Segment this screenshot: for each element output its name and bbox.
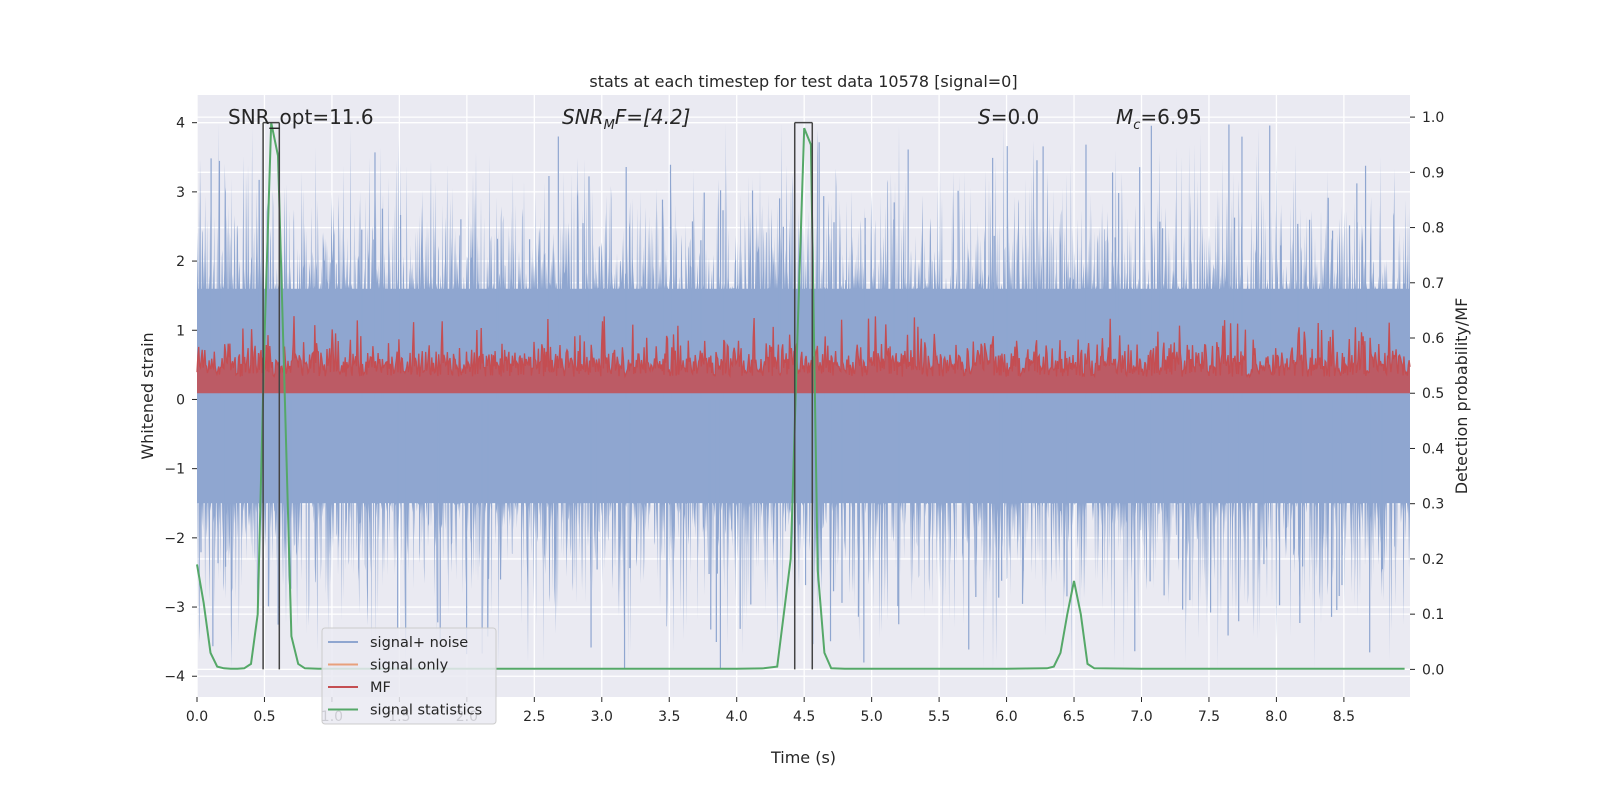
x-tick-label: 8.0 [1265, 709, 1287, 725]
annotation-snr-mf-rest: F=[4.2] [615, 105, 691, 129]
series-layer [196, 122, 1411, 670]
x-tick-label: 5.5 [928, 709, 950, 725]
y-right-tick-label: 1.0 [1422, 110, 1444, 126]
legend-label-signal-only: signal only [370, 658, 449, 674]
x-tick-label: 6.5 [1063, 709, 1085, 725]
y-right-axis-label: Detection probability/MF [1452, 298, 1471, 495]
annotation-mc: Mc=6.95 [1116, 105, 1202, 133]
y-tick-label: 3 [176, 185, 185, 201]
chart-title: stats at each timestep for test data 105… [589, 72, 1017, 91]
series-signal-noise [197, 122, 1410, 670]
y-tick-label: 4 [176, 116, 185, 132]
event-markers [262, 121, 814, 670]
annotation-s: S=0.0 [978, 105, 1039, 129]
x-tick-label: 4.0 [726, 709, 748, 725]
y-tick-label: −3 [164, 600, 185, 616]
annotation-snr-mf: SNRMF=[4.2] [562, 105, 690, 133]
annotation-mc-var: M [1116, 105, 1133, 129]
annotation-snr-mf-base: SNR [562, 105, 604, 129]
legend-box [321, 627, 497, 725]
legend-label-signal-noise: signal+ noise [370, 635, 468, 651]
y-right-tick-label: 0.4 [1422, 441, 1444, 457]
series-mf-fill [197, 316, 1410, 394]
legend-label-mf: MF [370, 680, 391, 696]
y-right-tick-label: 0.8 [1422, 221, 1444, 237]
legend: signal+ noise signal only MF signal stat… [321, 627, 497, 725]
x-tick-label: 5.0 [861, 709, 883, 725]
y-tick-label: −4 [164, 669, 185, 685]
annotation-s-var: S [978, 105, 991, 129]
y-right-tick-label: 0.6 [1422, 331, 1444, 347]
y-tick-label: −1 [164, 462, 185, 478]
y-right-tick-label: 0.3 [1422, 497, 1444, 513]
x-tick-label: 3.0 [591, 709, 613, 725]
legend-label-signal-statistics: signal statistics [370, 703, 482, 719]
y-right-tick-label: 0.9 [1422, 165, 1444, 181]
y-tick-label: 1 [176, 323, 185, 339]
series-signal-statistics [196, 122, 1405, 670]
y-right-tick-label: 0.2 [1422, 552, 1444, 568]
x-axis-label: Time (s) [770, 748, 836, 767]
y-tick-label: −2 [164, 531, 185, 547]
x-tick-label: 8.5 [1333, 709, 1355, 725]
x-tick-label: 2.5 [523, 709, 545, 725]
y-right-tick-label: 0.1 [1422, 607, 1444, 623]
y-axis-label: Whitened strain [138, 332, 157, 459]
x-tick-label: 0.5 [253, 709, 275, 725]
annotation-mc-sub: c [1133, 118, 1140, 133]
x-tick-label: 3.5 [658, 709, 680, 725]
annotation-mc-value: =6.95 [1140, 105, 1201, 129]
x-tick-label: 7.0 [1130, 709, 1152, 725]
y-right-tick-label: 0.7 [1422, 276, 1444, 292]
y-tick-label: 0 [176, 392, 185, 408]
x-tick-label: 4.5 [793, 709, 815, 725]
x-tick-label: 0.0 [186, 709, 208, 725]
annotation-snr-mf-sub: M [604, 118, 615, 133]
annotation-s-value: =0.0 [991, 105, 1040, 129]
x-tick-label: 6.0 [995, 709, 1017, 725]
annotation-snr-opt: SNR_opt=11.6 [228, 105, 374, 129]
y-right-tick-label: 0.5 [1422, 386, 1444, 402]
x-tick-label: 7.5 [1198, 709, 1220, 725]
y-tick-label: 2 [176, 254, 185, 270]
y-right-tick-label: 0.0 [1422, 662, 1444, 678]
